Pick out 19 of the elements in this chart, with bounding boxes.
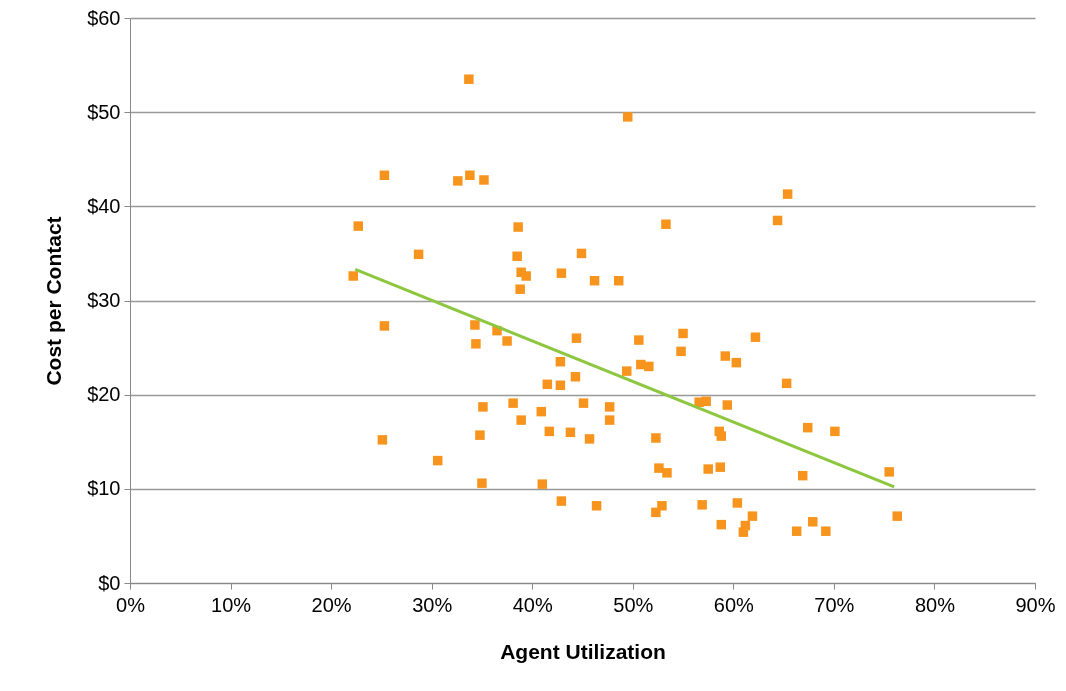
y-axis-title: Cost per Contact (42, 216, 66, 386)
x-tick-label: 60% (713, 593, 755, 616)
x-tick-label: 40% (512, 593, 553, 616)
y-tick-label: $0 (98, 571, 121, 594)
y-tick-label: $40 (87, 194, 121, 217)
y-tick-label: $30 (87, 289, 121, 311)
x-tick-label: 50% (613, 593, 654, 616)
x-tick-label: 0% (116, 593, 146, 616)
x-tick-label: 80% (914, 593, 956, 616)
y-tick-label: $10 (87, 477, 121, 500)
x-tick-label: 70% (814, 593, 855, 616)
y-tick-label: $60 (87, 6, 121, 29)
x-tick-label: 90% (1015, 593, 1056, 616)
y-tick-label: $20 (87, 383, 121, 406)
x-axis-title: Agent Utilization (500, 639, 666, 663)
x-tick-label: 30% (412, 593, 453, 616)
x-tick-label: 10% (211, 593, 252, 616)
y-tick-label: $50 (87, 100, 121, 123)
x-tick-label: 20% (311, 593, 352, 616)
